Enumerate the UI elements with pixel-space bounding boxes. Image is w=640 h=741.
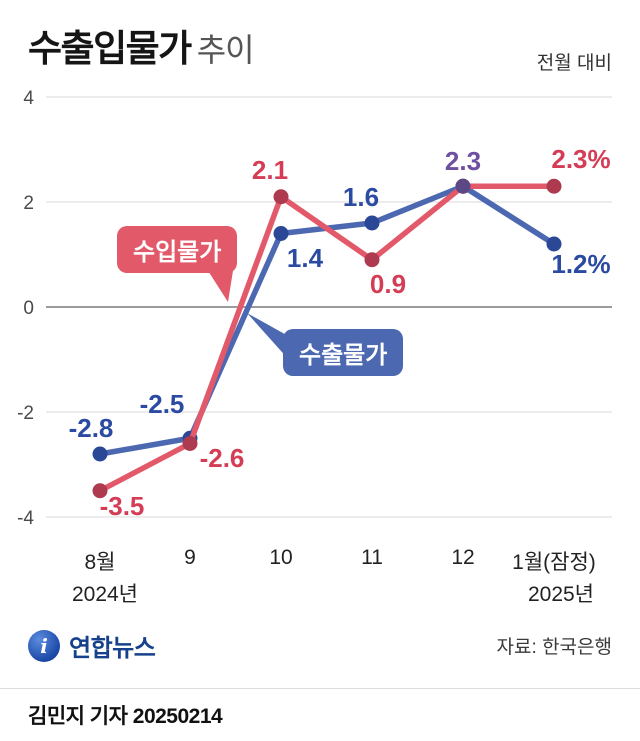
x-label-jan: 1월(잠정)	[512, 551, 596, 574]
y-tick-label: 4	[23, 88, 34, 109]
value-label: 2.3	[445, 146, 481, 176]
x-label-sep: 9	[184, 546, 196, 569]
y-tick-label: -2	[17, 403, 34, 424]
y-tick-label: 0	[23, 298, 34, 319]
value-label: -2.6	[200, 443, 245, 473]
x-year-2024: 2024년	[71, 583, 139, 606]
value-label: -2.5	[140, 389, 185, 419]
x-label-dec: 12	[451, 546, 475, 569]
title-light: 추이	[196, 32, 255, 68]
value-label: -3.5	[100, 491, 145, 521]
import-point	[364, 252, 380, 268]
value-label: 1.4	[287, 243, 324, 273]
value-label: 2.1	[252, 155, 288, 185]
export-callout: 수출물가	[283, 329, 404, 376]
value-label: -2.8	[69, 413, 114, 443]
value-label: 1.6	[343, 182, 379, 212]
byline: 김민지 기자 20250214	[28, 705, 223, 728]
basis-note: 전월 대비	[536, 53, 612, 74]
import-point	[273, 189, 289, 205]
divider	[0, 688, 640, 689]
x-label-oct: 10	[269, 546, 293, 569]
export-point	[273, 226, 289, 241]
source-note: 자료: 한국은행	[496, 637, 612, 658]
value-label: 1.2%	[551, 249, 610, 279]
yonhap-logo-icon: i	[28, 629, 60, 662]
title-strong: 수출입물가	[28, 28, 192, 69]
import-point	[546, 178, 562, 194]
x-year-2025: 2025년	[527, 583, 595, 606]
y-tick-label: -4	[17, 508, 34, 529]
export-point	[92, 446, 108, 462]
export-point	[546, 236, 562, 252]
agency-name: 연합뉴스	[69, 635, 156, 662]
export-callout-tail	[247, 313, 290, 361]
y-tick-label: 2	[23, 193, 34, 214]
value-label: 0.9	[370, 269, 406, 299]
import-point	[182, 436, 198, 451]
x-label-nov: 11	[361, 546, 383, 569]
import-point	[92, 483, 108, 499]
shared-point	[455, 178, 471, 194]
value-label: 2.3%	[551, 144, 610, 174]
page-title: 수출입물가 추이	[28, 18, 255, 72]
footer: i 연합뉴스 자료: 한국은행	[28, 628, 612, 663]
import-line	[97, 183, 557, 494]
x-label-aug: 8월	[84, 551, 116, 574]
export-point	[364, 215, 380, 231]
import-callout: 수입물가	[117, 226, 238, 273]
